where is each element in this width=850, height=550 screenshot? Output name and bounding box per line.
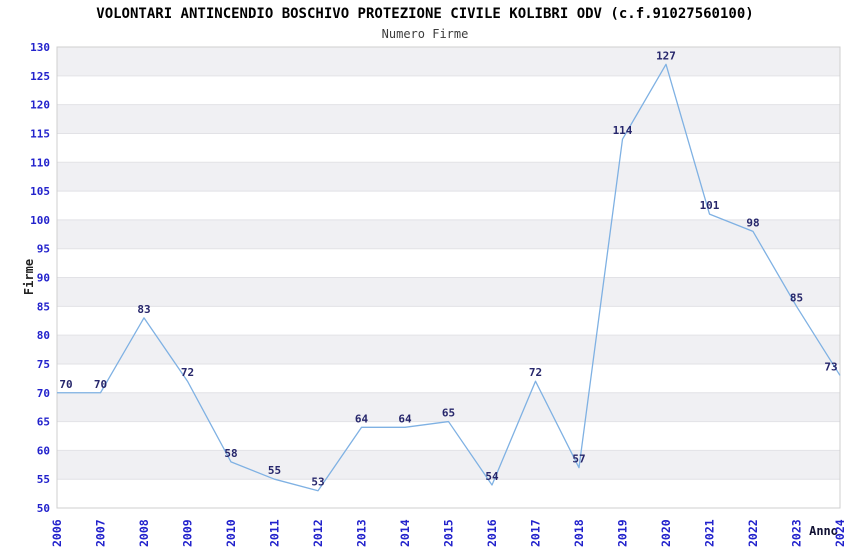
data-point-label: 64 [398, 412, 412, 425]
plot-band [57, 162, 840, 192]
chart-subtitle: Numero Firme [381, 27, 469, 41]
y-tick-label: 65 [37, 416, 50, 429]
x-tick-label: 2013 [355, 519, 369, 547]
x-tick-label: 2018 [572, 519, 586, 547]
y-tick-label: 120 [30, 99, 50, 112]
plot-band [57, 392, 840, 422]
y-tick-label: 95 [37, 243, 50, 256]
x-tick-label: 2012 [311, 519, 325, 547]
plot-band [57, 219, 840, 249]
plot-band [57, 191, 840, 220]
data-point-label: 58 [224, 447, 237, 460]
y-tick-label: 60 [37, 444, 50, 457]
x-tick-label: 2010 [224, 519, 238, 547]
x-tick-label: 2023 [790, 519, 804, 547]
y-tick-label: 55 [37, 473, 50, 486]
y-tick-label: 105 [30, 185, 50, 198]
data-point-label: 114 [613, 124, 633, 137]
x-tick-label: 2020 [659, 519, 673, 547]
data-point-label: 72 [181, 366, 194, 379]
data-point-label: 70 [94, 378, 107, 391]
plot-band [57, 248, 840, 278]
x-tick-label: 2008 [137, 519, 151, 547]
data-point-label: 72 [529, 366, 542, 379]
plot-band [57, 479, 840, 508]
data-point-label: 65 [442, 407, 455, 420]
x-tick-label: 2016 [485, 519, 499, 547]
x-axis-title: Anno [809, 524, 838, 538]
y-tick-label: 125 [30, 70, 50, 83]
plot-band [57, 133, 840, 163]
plot-band [57, 47, 840, 76]
y-tick-label: 110 [30, 156, 50, 169]
data-series-line [57, 63, 841, 492]
plot-band [57, 421, 840, 451]
data-point-label: 54 [485, 470, 499, 483]
x-tick-label: 2022 [746, 519, 760, 547]
y-tick-label: 50 [37, 502, 50, 515]
x-tick-label: 2017 [529, 519, 543, 547]
data-point-label: 53 [311, 476, 324, 489]
y-tick-label: 115 [30, 127, 50, 140]
x-tick-label: 2019 [616, 519, 630, 547]
plot-band [57, 450, 840, 480]
data-point-label: 83 [137, 303, 150, 316]
data-point-label: 101 [700, 199, 720, 212]
y-tick-label: 75 [37, 358, 50, 371]
y-tick-label: 85 [37, 300, 50, 313]
chart-title: VOLONTARI ANTINCENDIO BOSCHIVO PROTEZION… [96, 6, 754, 22]
data-point-label: 55 [268, 464, 281, 477]
data-point-label: 64 [355, 412, 369, 425]
plot-border [56, 46, 841, 509]
data-point-label: 57 [572, 453, 585, 466]
y-tick-label: 80 [37, 329, 50, 342]
plot-band [57, 104, 840, 134]
x-tick-label: 2009 [181, 519, 195, 547]
x-tick-label: 2015 [442, 519, 456, 547]
plot-band [57, 277, 840, 307]
data-point-label: 73 [824, 360, 837, 373]
data-point-label: 85 [790, 291, 803, 304]
plot-band [57, 363, 840, 393]
y-tick-label: 100 [30, 214, 50, 227]
data-point-label: 70 [59, 378, 72, 391]
x-tick-label: 2011 [268, 519, 282, 547]
x-tick-label: 2007 [94, 519, 108, 547]
plot-band [57, 335, 840, 364]
x-tick-label: 2024 [833, 519, 847, 547]
y-tick-label: 130 [30, 41, 50, 54]
plot-band [57, 75, 840, 105]
plot-band [57, 306, 840, 336]
y-tick-label: 90 [37, 272, 50, 285]
x-tick-label: 2014 [398, 519, 412, 547]
data-point-label: 98 [746, 216, 759, 229]
x-tick-label: 2021 [703, 519, 717, 547]
y-tick-label: 70 [37, 387, 50, 400]
data-point-label: 127 [656, 49, 676, 62]
x-tick-label: 2006 [50, 519, 64, 547]
